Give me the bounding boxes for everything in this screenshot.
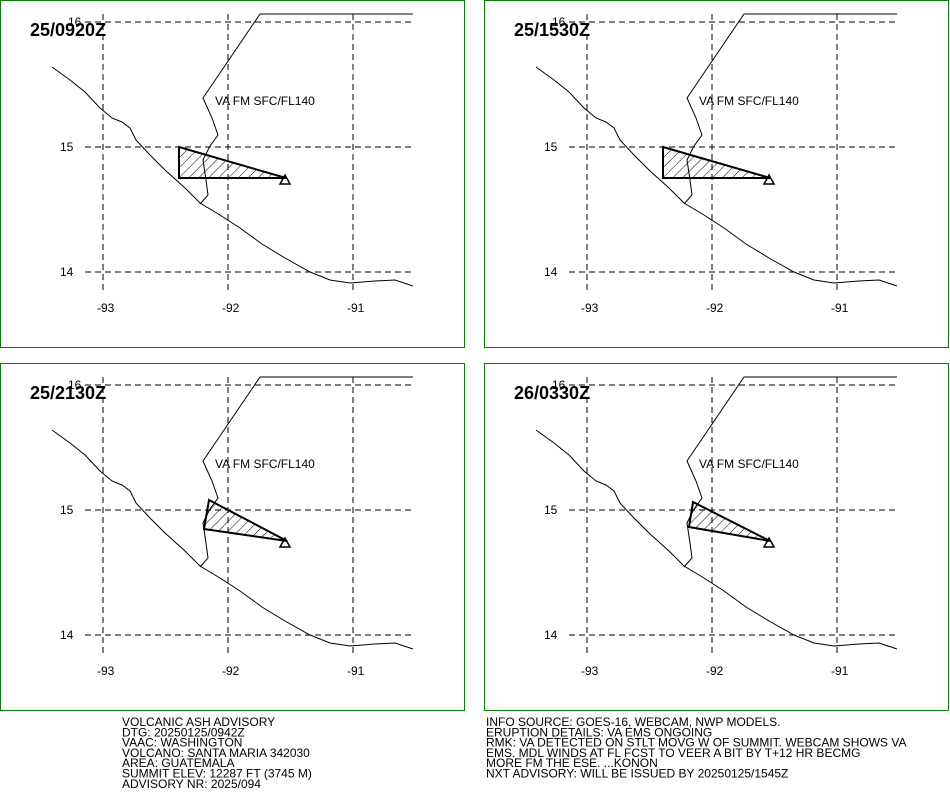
latitude-label: 15 (544, 503, 558, 517)
country-border (683, 376, 897, 568)
advisory-line: VAAC: WASHINGTON (122, 736, 242, 750)
ash-area (662, 145, 771, 179)
longitude-label: -92 (706, 301, 724, 315)
valid-time: 25/2130Z (30, 383, 106, 403)
longitude-label: -93 (97, 664, 115, 678)
panel-frame (484, 0, 949, 348)
advisory-line: AREA: GUATEMALA (122, 756, 234, 770)
volcano-symbol (278, 173, 292, 185)
latitude-label: 16 (552, 378, 566, 392)
valid-time: 25/1530Z (514, 20, 590, 40)
advisory-line: NXT ADVISORY: WILL BE ISSUED BY 20250125… (486, 767, 788, 781)
advisory-line: SUMMIT ELEV: 12287 FT (3745 M) (122, 767, 312, 781)
panel-frame (0, 0, 465, 348)
coastline (51, 429, 414, 650)
ash-label: VA FM SFC/FL140 (215, 94, 315, 108)
longitude-label: -91 (347, 301, 365, 315)
longitude-label: -92 (222, 664, 240, 678)
advisory-line: MORE FM THE ESE. ...KONON (486, 756, 658, 770)
ash-label: VA FM SFC/FL140 (699, 457, 799, 471)
volcano-symbol (762, 536, 776, 548)
advisory-line: INFO SOURCE: GOES-16, WEBCAM, NWP MODELS… (486, 715, 781, 729)
coastline (535, 429, 898, 650)
longitude-label: -92 (222, 301, 240, 315)
ash-area (202, 498, 288, 542)
advisory-line: RMK: VA DETECTED ON STLT MOVG W OF SUMMI… (486, 736, 906, 750)
country-border (683, 13, 897, 205)
country-border (199, 13, 413, 205)
latitude-label: 14 (60, 628, 74, 642)
ash-label: VA FM SFC/FL140 (699, 94, 799, 108)
volcano-symbol (762, 173, 776, 185)
longitude-label: -92 (706, 664, 724, 678)
latitude-label: 15 (544, 140, 558, 154)
map-panel: -93 -92 -91 16 15 14 VA FM SFC/FL140 25/0920Z (0, 0, 465, 348)
ash-area (178, 145, 287, 179)
latitude-label: 14 (60, 265, 74, 279)
longitude-label: -91 (347, 664, 365, 678)
map-panel: -93 -92 -91 16 15 14 VA FM SFC/FL140 25/1530Z (484, 0, 949, 348)
valid-time: 26/0330Z (514, 383, 590, 403)
ash-label: VA FM SFC/FL140 (215, 457, 315, 471)
latitude-label: 14 (544, 628, 558, 642)
longitude-label: -93 (581, 301, 599, 315)
panel-frame (484, 363, 949, 711)
country-border (199, 376, 413, 568)
coastline (51, 66, 414, 287)
advisory-line: VOLCANIC ASH ADVISORY (122, 715, 275, 729)
advisory-line: VOLCANO: SANTA MARIA 342030 (122, 746, 310, 760)
longitude-label: -93 (97, 301, 115, 315)
advisory-line: DTG: 20250125/0942Z (122, 725, 245, 739)
longitude-label: -91 (831, 664, 849, 678)
advisory-line: ADVISORY NR: 2025/094 (122, 777, 261, 791)
latitude-label: 16 (552, 15, 566, 29)
coastline (535, 66, 898, 287)
valid-time: 25/0920Z (30, 20, 106, 40)
latitude-label: 15 (60, 503, 74, 517)
longitude-label: -93 (581, 664, 599, 678)
panel-frame (0, 363, 465, 711)
ash-area (687, 500, 771, 542)
advisory-line: EMS. MDL WINDS AT FL FCST TO VEER A BIT … (486, 746, 860, 760)
latitude-label: 14 (544, 265, 558, 279)
advisory-line: ERUPTION DETAILS: VA EMS ONGOING (486, 725, 712, 739)
latitude-label: 16 (68, 15, 82, 29)
map-panel: -93 -92 -91 16 15 14 VA FM SFC/FL140 26/0330Z (484, 363, 949, 711)
latitude-label: 16 (68, 378, 82, 392)
latitude-label: 15 (60, 140, 74, 154)
map-panel: -93 -92 -91 16 15 14 VA FM SFC/FL140 25/2130Z (0, 363, 465, 711)
volcano-symbol (278, 536, 292, 548)
longitude-label: -91 (831, 301, 849, 315)
